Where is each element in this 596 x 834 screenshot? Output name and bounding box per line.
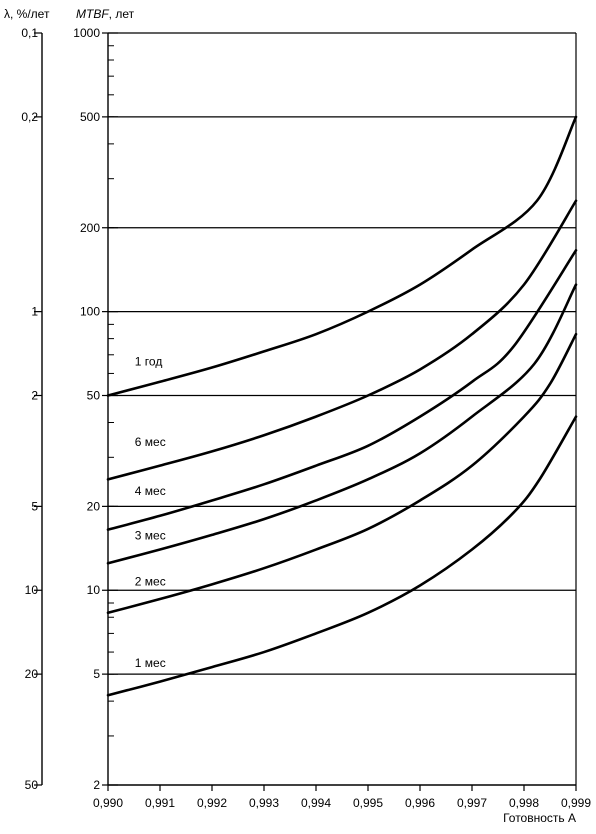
y-tick-label: 1000 [73, 26, 100, 40]
series-line-4 [106, 332, 578, 615]
secondary-axis-title: λ, %/лет [4, 7, 50, 21]
series-line-0 [106, 115, 578, 397]
secondary-tick-label: 5 [31, 499, 38, 513]
x-tick-label: 0,996 [405, 796, 435, 810]
series-label-1: 6 мес [135, 435, 166, 449]
secondary-tick-label: 1 [31, 305, 38, 319]
y-axis-title-suffix: , лет [109, 7, 135, 21]
secondary-tick-label: 10 [25, 583, 39, 597]
y-tick-label: 200 [80, 221, 100, 235]
secondary-tick-label: 20 [25, 667, 39, 681]
minor-ticks [108, 45, 114, 737]
secondary-tick-label: 0,2 [21, 110, 38, 124]
x-axis-title: Готовность A [503, 811, 576, 825]
x-tick-label: 0,998 [509, 796, 539, 810]
axes [34, 32, 577, 791]
secondary-tick-label: 2 [31, 388, 38, 402]
labels: 1000 500 200 100 50 20 10 5 2 0,990 0,991 0,992 0,99… [21, 26, 591, 810]
y-tick-label: 50 [87, 388, 101, 402]
x-tick-label: 0,993 [249, 796, 279, 810]
series-lines [106, 115, 578, 697]
y-tick-label: 5 [93, 667, 100, 681]
series-line-3 [106, 283, 578, 565]
x-tick-label: 0,992 [197, 796, 227, 810]
x-tick-label: 0,991 [145, 796, 175, 810]
y-tick-label: 10 [87, 583, 101, 597]
series-label-0: 1 год [135, 355, 163, 369]
series-label-5: 1 мес [135, 656, 166, 670]
y-axis-title: MTBF, лет [76, 7, 135, 21]
secondary-tick-label: 0,1 [21, 26, 38, 40]
series-label-2: 4 мес [135, 484, 166, 498]
x-tick-label: 0,990 [93, 796, 123, 810]
x-tick-label: 0,997 [457, 796, 487, 810]
y-tick-label: 2 [93, 778, 100, 792]
series-label-3: 3 мес [135, 529, 166, 543]
x-tick-label: 0,999 [561, 796, 591, 810]
gridlines [108, 116, 576, 675]
series-line-1 [106, 199, 578, 481]
series-line-5 [106, 415, 578, 697]
y-tick-label: 20 [87, 499, 101, 513]
y-tick-label: 500 [80, 110, 100, 124]
series-label-4: 2 мес [135, 575, 166, 589]
series-line-2 [106, 249, 578, 531]
y-axis-title-italic: MTBF [76, 7, 109, 21]
secondary-tick-label: 50 [25, 778, 39, 792]
y-tick-label: 100 [80, 305, 100, 319]
x-tick-label: 0,995 [353, 796, 383, 810]
x-tick-label: 0,994 [301, 796, 331, 810]
